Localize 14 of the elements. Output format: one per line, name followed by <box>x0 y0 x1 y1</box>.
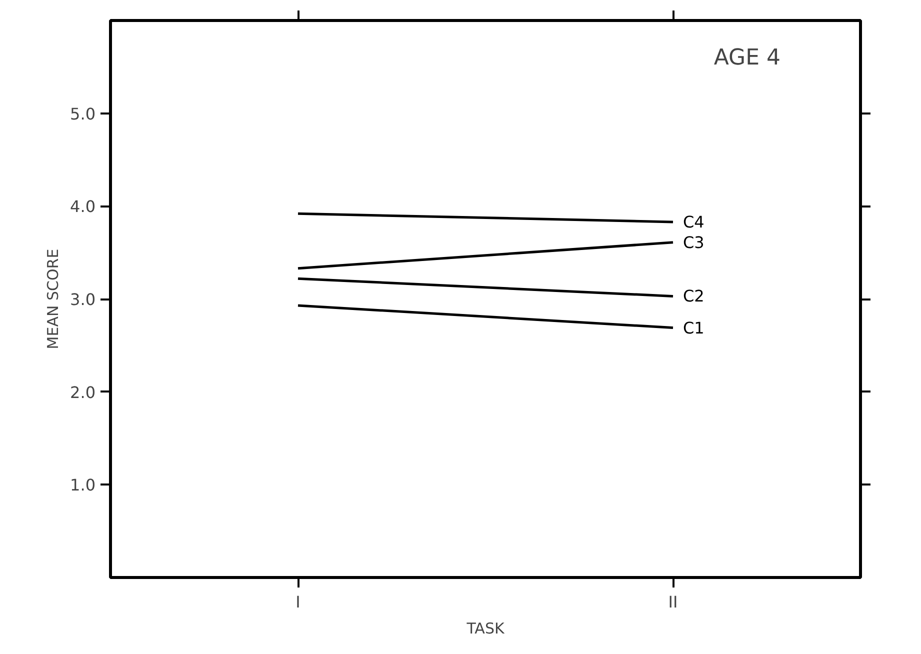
series-label: C3 <box>683 232 704 252</box>
series-label: C1 <box>683 318 704 338</box>
series-label: C2 <box>683 286 704 306</box>
series-label: C4 <box>683 212 704 232</box>
y-tick-label: 1.0 <box>70 476 96 495</box>
y-tick-label: 4.0 <box>70 197 96 216</box>
annotation: AGE 4 <box>714 46 781 70</box>
x-axis-title: TASK <box>466 620 506 638</box>
y-tick-label: 2.0 <box>70 382 96 402</box>
y-tick-label: 5.0 <box>70 104 96 124</box>
y-tick-label: 3.0 <box>70 290 96 309</box>
x-tick-label: II <box>668 592 678 612</box>
x-tick-label: I <box>296 592 300 612</box>
y-axis-title: MEAN SCORE <box>44 248 62 350</box>
